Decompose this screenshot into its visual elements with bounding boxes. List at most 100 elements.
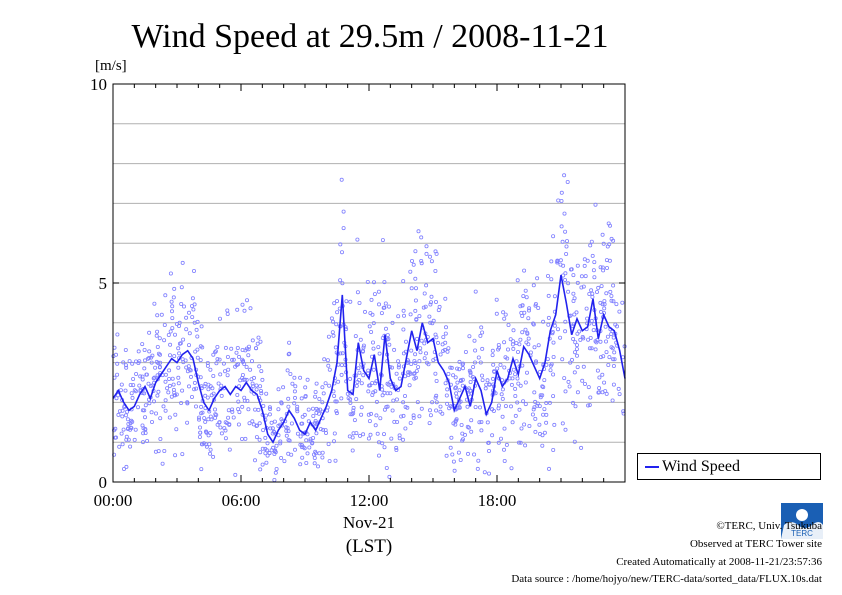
scatter-point [518,440,523,445]
scatter-point [532,390,537,395]
scatter-point [381,432,386,437]
scatter-point [334,409,339,414]
scatter-point [256,335,261,340]
scatter-point [306,407,311,412]
scatter-point [169,299,174,304]
scatter-point [261,403,266,408]
scatter-point [409,258,414,263]
scatter-point [477,405,482,410]
scatter-point [186,343,191,348]
scatter-point [371,367,376,372]
scatter-point [240,302,245,307]
scatter-point [598,300,603,305]
scatter-point [375,431,380,436]
scatter-point [255,341,260,346]
scatter-point [314,406,319,411]
scatter-point [460,438,465,443]
scatter-point [155,377,160,382]
scatter-point [308,437,313,442]
scatter-point [185,420,190,425]
scatter-point [551,447,556,452]
scatter-point [302,412,307,417]
scatter-point [167,376,172,381]
scatter-point [587,346,592,351]
scatter-point [176,346,181,351]
scatter-point [204,430,209,435]
scatter-point [167,353,172,358]
scatter-point [223,420,228,425]
scatter-point [267,412,272,417]
scatter-point [551,354,556,359]
scatter-point [320,450,325,455]
scatter-point [264,391,269,396]
scatter-point [445,387,450,392]
scatter-point [413,352,418,357]
scatter-point [382,407,387,412]
scatter-point [589,239,594,244]
scatter-point [408,312,413,317]
scatter-point [370,340,375,345]
scatter-point [329,316,334,321]
scatter-point [390,408,395,413]
scatter-point [131,383,136,388]
scatter-point [552,422,557,427]
scatter-point [209,393,214,398]
scatter-point [563,271,568,276]
scatter-point [385,391,390,396]
y-ticks: 0 5 10 [90,75,625,492]
scatter-point [212,407,217,412]
scatter-point [310,406,315,411]
scatter-point [417,414,422,419]
scatter-point [522,422,527,427]
scatter-point [173,453,178,458]
scatter-point [458,457,463,462]
scatter-point [502,365,507,370]
scatter-point [244,298,249,303]
scatter-point [357,370,362,375]
scatter-point [163,372,168,377]
scatter-point [145,438,150,443]
scatter-point [575,365,580,370]
scatter-point [186,384,191,389]
scatter-point [147,349,152,354]
scatter-point [200,410,205,415]
scatter-point [218,372,223,377]
scatter-point [166,332,171,337]
scatter-point [441,335,446,340]
scatter-point [142,408,147,413]
scatter-point [250,419,255,424]
scatter-point [450,452,455,457]
scatter-point [443,331,448,336]
scatter-point [219,431,224,436]
scatter-point [438,404,443,409]
scatter-point [203,419,208,424]
scatter-point [544,412,549,417]
scatter-point [116,412,121,417]
scatter-point [434,378,439,383]
scatter-point [390,320,395,325]
scatter-point [217,316,222,321]
scatter-point [456,450,461,455]
scatter-point [176,381,181,386]
scatter-point [476,355,481,360]
scatter-point [582,263,587,268]
scatter-point [167,368,172,373]
scatter-point [243,348,248,353]
scatter-point [122,466,127,471]
scatter-point [467,334,472,339]
scatter-point [127,359,132,364]
scatter-point [611,357,616,362]
scatter-point [444,453,449,458]
scatter-point [142,347,147,352]
scatter-point [579,285,584,290]
scatter-point [413,361,418,366]
scatter-point [428,413,433,418]
scatter-point [223,436,228,441]
scatter-point [562,376,567,381]
scatter-point [142,391,147,396]
scatter-point [236,422,241,427]
scatter-point [598,355,603,360]
scatter-point [510,420,515,425]
scatter-point [403,426,408,431]
scatter-point [581,336,586,341]
